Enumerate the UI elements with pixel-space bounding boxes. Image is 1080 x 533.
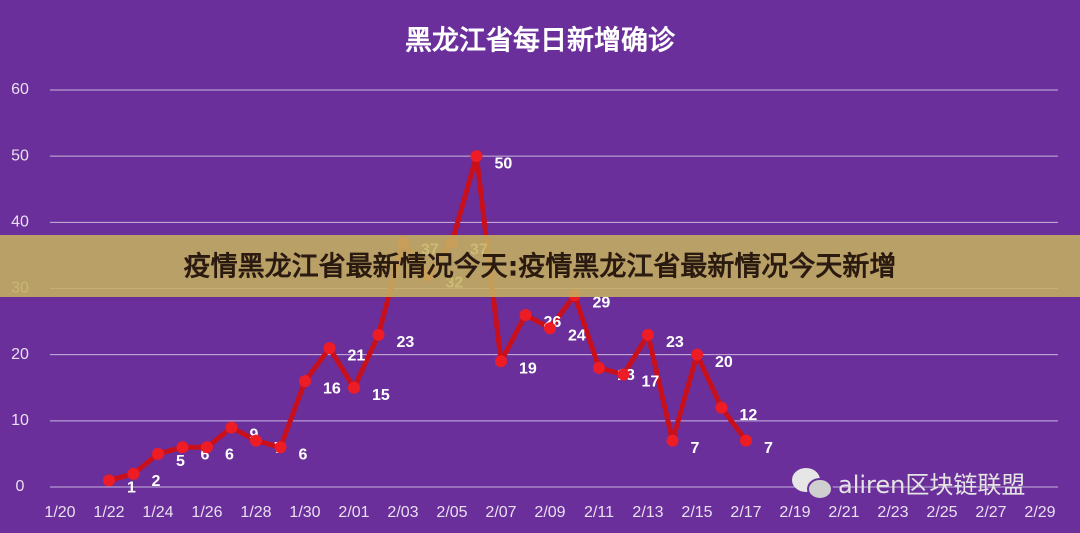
x-tick-label: 1/26 (191, 504, 222, 521)
value-label: 12 (740, 407, 758, 424)
value-label: 23 (397, 334, 415, 351)
point (176, 441, 189, 454)
value-label: 29 (593, 294, 611, 311)
point (274, 441, 287, 454)
x-tick-label: 2/19 (779, 504, 810, 521)
x-tick-label: 2/17 (730, 504, 761, 521)
x-tick-label: 2/23 (877, 504, 908, 521)
point (642, 328, 654, 341)
point (691, 348, 703, 361)
point (519, 308, 532, 321)
value-label: 23 (666, 334, 684, 351)
value-label: 24 (568, 327, 586, 344)
value-label: 2 (152, 473, 161, 490)
banner-bg (0, 235, 1080, 297)
value-label: 7 (764, 440, 773, 457)
point (593, 361, 605, 374)
point (715, 401, 728, 414)
value-label: 19 (519, 361, 537, 378)
value-label: 20 (715, 354, 733, 371)
point (201, 441, 213, 454)
point (666, 434, 679, 447)
y-tick-label: 20 (11, 346, 29, 363)
point (495, 355, 507, 368)
value-label: 6 (299, 447, 308, 464)
point (323, 342, 336, 355)
x-tick-label: 1/28 (240, 504, 271, 521)
x-tick-label: 2/11 (584, 504, 614, 521)
y-tick-label: 10 (11, 412, 29, 429)
x-tick-label: 2/05 (436, 504, 467, 521)
point (544, 322, 556, 335)
x-tick-label: 2/01 (338, 504, 369, 521)
x-tick-label: 2/27 (975, 504, 1006, 521)
point (103, 474, 115, 487)
y-tick-label: 60 (11, 81, 29, 98)
x-tick-label: 2/07 (485, 504, 516, 521)
plot: 01020304050601/201/221/241/261/281/302/0… (11, 81, 1058, 521)
value-label: 16 (323, 380, 341, 397)
point (372, 328, 385, 341)
value-label: 6 (201, 447, 210, 464)
value-label: 1 (127, 480, 136, 497)
watermark-icon (792, 468, 833, 500)
x-tick-label: 2/09 (534, 504, 565, 521)
x-tick-label: 2/15 (681, 504, 712, 521)
value-label: 6 (225, 447, 234, 464)
point (127, 467, 140, 480)
value-label: 15 (372, 387, 390, 404)
x-tick-label: 2/13 (632, 504, 663, 521)
y-tick-label: 50 (11, 147, 29, 164)
point (470, 150, 483, 163)
chart-title: 黑龙江省每日新增确诊 (405, 25, 676, 57)
value-label: 50 (495, 155, 513, 172)
x-tick-label: 1/30 (289, 504, 320, 521)
y-tick-label: 0 (16, 478, 25, 495)
point (740, 434, 752, 447)
point (348, 381, 360, 394)
value-label: 17 (642, 374, 660, 391)
x-tick-label: 1/24 (142, 504, 173, 521)
point (299, 375, 311, 388)
point (152, 447, 164, 460)
x-tick-label: 2/25 (926, 504, 957, 521)
point (617, 368, 630, 381)
value-label: 21 (348, 347, 366, 364)
x-tick-label: 2/03 (387, 504, 418, 521)
watermark: aliren区块链联盟 (838, 471, 1025, 499)
y-tick-label: 40 (11, 214, 29, 231)
value-label: 7 (691, 440, 700, 457)
point (250, 434, 262, 447)
x-tick-label: 2/21 (828, 504, 859, 521)
banner-text: 疫情黑龙江省最新情况今天:疫情黑龙江省最新情况今天新增 (184, 251, 897, 283)
value-label: 5 (176, 453, 185, 470)
point (225, 421, 238, 434)
x-tick-label: 2/29 (1024, 504, 1055, 521)
x-tick-label: 1/20 (44, 504, 75, 521)
x-tick-label: 1/22 (93, 504, 124, 521)
